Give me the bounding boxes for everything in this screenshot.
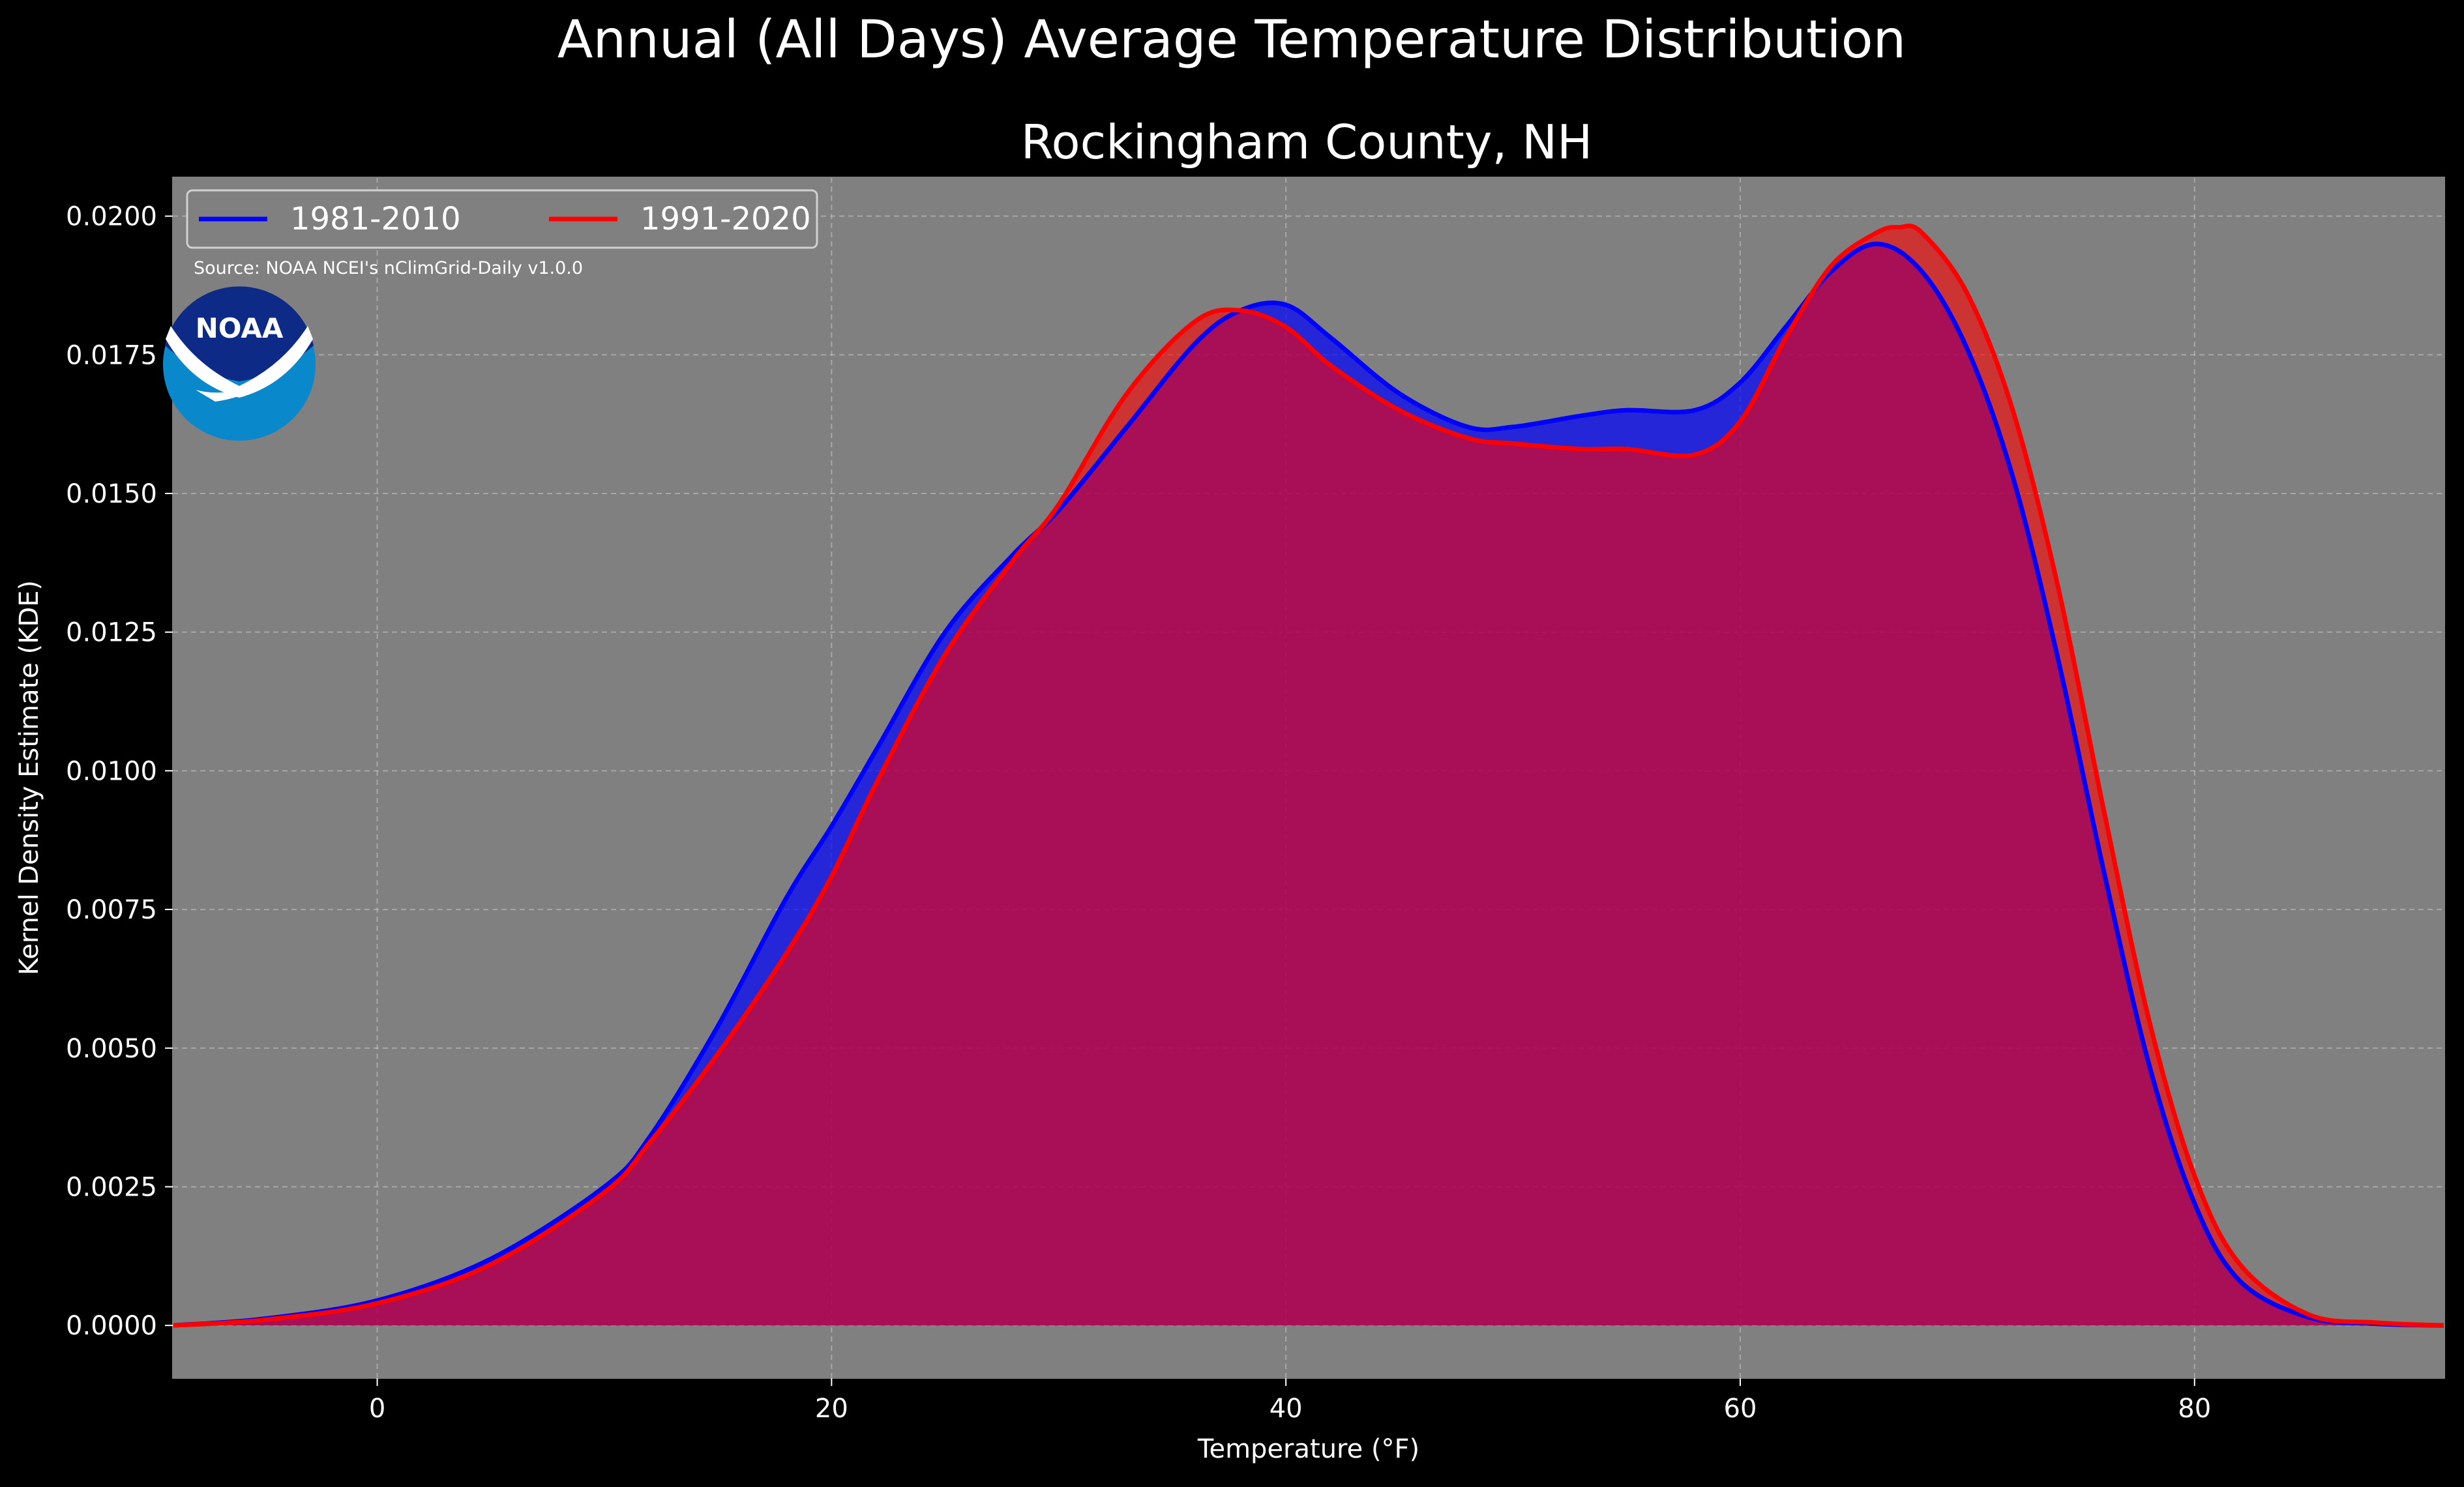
noaa-logo-icon: NOAA — [163, 286, 316, 441]
y-tick-label: 0.0100 — [66, 756, 157, 786]
series-line-1991-2020 — [173, 223, 2444, 1328]
y-tick-label: 0.0175 — [66, 340, 157, 370]
x-axis-label: Temperature (°F) — [1197, 1434, 1419, 1464]
legend-entries: 1981-2010 1991-2020 — [199, 201, 811, 237]
y-axis: 0.0000 0.0025 0.0050 0.0075 0.0100 0.0125 0.01… — [66, 202, 173, 1341]
source-note: Source: NOAA NCEI's nClimGrid-Daily v1.0… — [194, 258, 583, 278]
y-axis-label: Kernel Density Estimate (KDE) — [14, 580, 44, 975]
x-tick-label: 60 — [1724, 1394, 1757, 1424]
legend-label: 1981-2010 — [290, 201, 461, 237]
x-tick-label: 20 — [815, 1394, 848, 1424]
series-area-1991-2020 — [173, 226, 2444, 1326]
chart-title: Rockingham County, NH — [1021, 115, 1592, 169]
legend-box — [186, 189, 818, 249]
y-tick-label: 0.0075 — [66, 895, 157, 925]
x-tick-label: 0 — [369, 1394, 385, 1424]
x-tick-label: 40 — [1269, 1394, 1303, 1424]
y-tick-label: 0.0050 — [66, 1034, 157, 1064]
legend-label: 1991-2020 — [640, 201, 811, 237]
x-tick-label: 80 — [2178, 1394, 2211, 1424]
y-tick-label: 0.0150 — [66, 479, 157, 509]
x-axis: 0 20 40 60 80 — [369, 1378, 2211, 1424]
y-tick-label: 0.0200 — [66, 202, 157, 232]
series-layer — [173, 223, 2444, 1328]
series-line-1981-2010 — [173, 241, 2444, 1328]
noaa-logo-text: NOAA — [196, 312, 284, 344]
chart-suptitle: Annual (All Days) Average Temperature Di… — [557, 9, 1906, 70]
plot-frame — [172, 177, 2445, 1379]
y-tick-label: 0.0025 — [66, 1172, 157, 1202]
legend: 1981-2010 1991-2020 — [186, 189, 818, 249]
y-tick-label: 0.0125 — [66, 618, 157, 648]
y-tick-label: 0.0000 — [66, 1311, 157, 1341]
